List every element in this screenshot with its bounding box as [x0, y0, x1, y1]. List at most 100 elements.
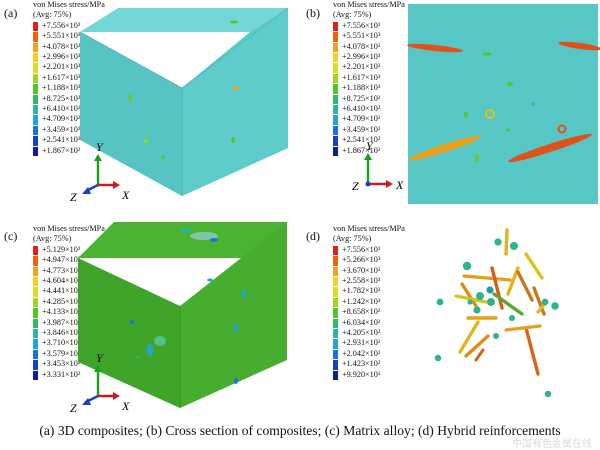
legend-entry: +3.846×10²	[33, 327, 105, 339]
legend-swatch	[333, 328, 338, 339]
legend-title: (Avg: 75%)	[33, 234, 72, 244]
legend-title: (Avg: 75%)	[333, 234, 372, 244]
axis-y-label: Y	[96, 140, 104, 154]
legend-entry: +3.670×10³	[333, 266, 405, 276]
legend-value: +6.410×10²	[342, 103, 381, 113]
legend-entry: +6.410×10²	[33, 103, 105, 115]
legend-swatch	[333, 146, 338, 156]
stress-spot	[154, 336, 166, 346]
axis-y-label: Y	[366, 139, 374, 153]
legend-entry: +4.133×10²	[33, 307, 105, 318]
legend-entry: +7.556×10³	[333, 21, 405, 32]
axis-triad: Y X Z	[70, 351, 130, 415]
stress-spot	[231, 137, 235, 143]
legend-title: von Mises stress/MPa	[333, 224, 405, 233]
legend-entry: +3.459×10²	[333, 125, 405, 136]
fiber	[464, 334, 490, 358]
panel-d-reinforcements	[434, 228, 559, 398]
legend-value: +4.285×10²	[42, 296, 81, 306]
legend-swatch	[333, 256, 338, 266]
legend-title: von Mises stress/MPa	[33, 224, 105, 233]
legend-swatch	[33, 136, 38, 146]
legend-value: +4.773×10²	[42, 265, 81, 275]
particle	[509, 315, 515, 321]
legend-value: +6.410×10²	[42, 103, 81, 113]
legend-swatch	[33, 297, 38, 308]
legend-swatch	[333, 42, 338, 52]
legend-value: +7.556×10³	[42, 20, 81, 30]
stress-spot	[130, 320, 134, 324]
legend-swatch	[333, 339, 338, 349]
legend-swatch	[333, 104, 338, 115]
legend-value: +4.441×10²	[42, 286, 81, 296]
stress-spot	[233, 86, 239, 90]
fiber	[516, 270, 534, 302]
legend-title: von Mises stress/MPa	[33, 0, 105, 9]
particle	[510, 242, 518, 250]
legend-value: +8.725×10²	[342, 93, 381, 103]
legend-entry: +3.579×10²	[33, 349, 105, 360]
legend-swatch	[33, 73, 38, 84]
legend-swatch	[333, 52, 338, 63]
legend-entry: +1.617×10³	[33, 73, 105, 84]
axis-triad: Y X Z	[70, 140, 130, 204]
axis-x-label: X	[395, 178, 404, 192]
legend-value: +1.867×10²	[42, 145, 81, 155]
legend-entry: +9.920×10¹	[333, 370, 405, 380]
legend-swatch	[33, 245, 38, 256]
legend-value: +2.042×10²	[342, 348, 381, 358]
legend-entry: +5.266×10³	[333, 255, 405, 266]
legend-value: +2.201×10³	[42, 62, 81, 72]
legend-value: +2.541×10²	[342, 135, 381, 145]
panel-a: (a) von Mises stress/MPa (Avg: 75%) +7.556…	[0, 0, 300, 210]
stress-spot	[161, 155, 165, 159]
legend-swatch	[333, 276, 338, 287]
watermark: 中国有色金属在线	[512, 439, 592, 450]
legend-entry: +3.459×10²	[33, 125, 105, 136]
stress-spot	[180, 228, 192, 232]
legend-entry: +1.782×10³	[333, 286, 405, 297]
legend-entry: +7.556×10³	[33, 20, 105, 32]
particle	[486, 286, 494, 294]
cube-side-face	[180, 222, 287, 408]
legend-value: +3.453×10²	[42, 359, 81, 369]
axis-z-label: Z	[352, 179, 359, 193]
legend-entry: +7.556×10³	[333, 245, 405, 256]
fiber	[558, 41, 600, 51]
legend-entry: +3.453×10²	[33, 359, 105, 370]
legend-swatch	[33, 146, 38, 156]
fiber	[460, 282, 478, 308]
legend-swatch	[333, 287, 338, 297]
particle	[493, 333, 499, 339]
particle	[473, 306, 481, 314]
legend-swatch	[333, 115, 338, 125]
legend-swatch	[33, 370, 38, 380]
panel-d-legend: von Mises stress/MPa (Avg: 75%) +7.556×10³…	[333, 224, 405, 380]
panel-c-cube: Y X Z	[70, 222, 287, 415]
panel-c-label: (c)	[4, 229, 18, 243]
cross-section-plane	[408, 4, 598, 204]
legend-swatch	[333, 73, 338, 84]
stress-spot	[190, 232, 218, 240]
legend-entry: +4.285×10²	[33, 296, 105, 308]
legend-entry: +1.242×10³	[333, 297, 405, 308]
legend-value: +1.188×10³	[342, 83, 381, 93]
legend-value: +4.709×10²	[42, 114, 81, 124]
legend-swatch	[333, 245, 338, 256]
legend-value: +1.617×10³	[342, 72, 381, 82]
legend-entry: +4.709×10²	[333, 114, 405, 125]
particle	[544, 390, 552, 398]
fiber	[508, 133, 592, 163]
legend-entry: +1.188×10³	[33, 83, 105, 94]
legend-value: +3.710×10²	[42, 338, 81, 348]
legend-swatch	[33, 32, 38, 42]
particle	[462, 261, 472, 271]
particle	[541, 298, 549, 306]
legend-value: +8.725×10²	[42, 93, 81, 103]
fiber	[532, 286, 546, 316]
legend-swatch	[33, 287, 38, 297]
fiber	[524, 326, 540, 376]
legend-entry: +2.996×10³	[333, 52, 405, 63]
legend-value: +3.846×10²	[42, 327, 81, 337]
panel-d-label: (d)	[306, 229, 320, 243]
